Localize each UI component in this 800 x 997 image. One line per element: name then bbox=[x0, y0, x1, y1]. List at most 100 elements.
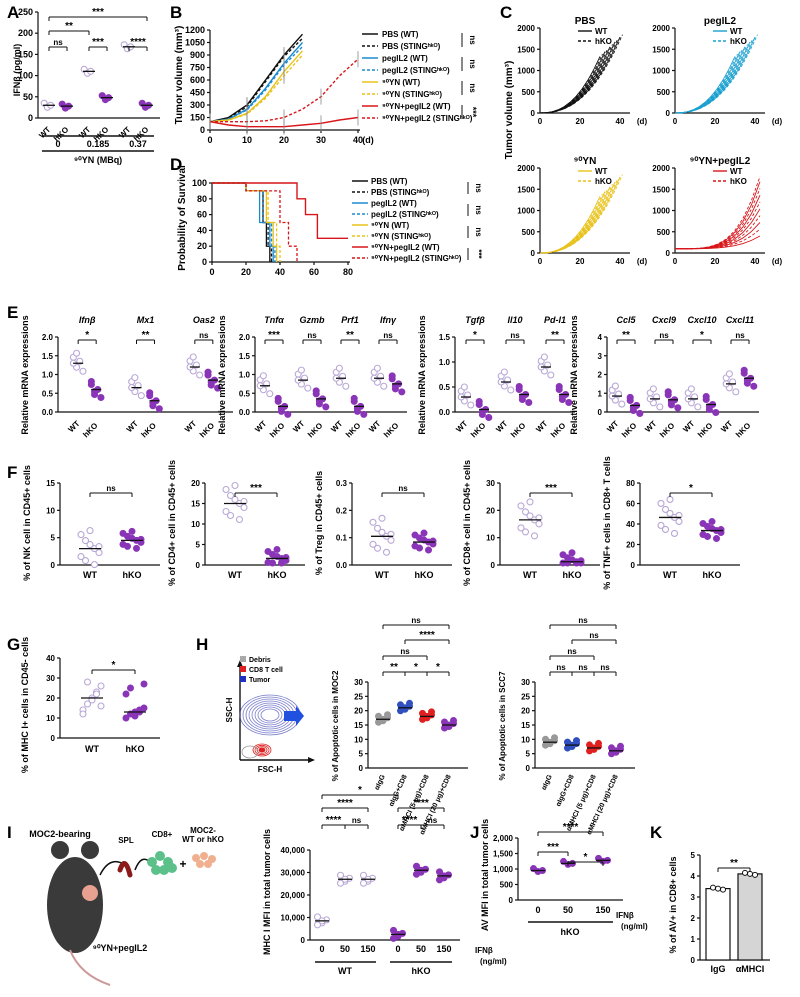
gene-label: Gzmb bbox=[299, 315, 325, 325]
y-tick-label: 0.0 bbox=[439, 408, 451, 417]
data-point bbox=[649, 385, 657, 393]
data-point bbox=[752, 871, 758, 878]
tumor-curve bbox=[674, 195, 761, 250]
legend-swatch bbox=[240, 676, 246, 682]
y-tick-label: 1500 bbox=[652, 45, 670, 54]
bar bbox=[705, 887, 731, 961]
y-tick-label: 2.0 bbox=[42, 333, 54, 342]
y-tick-label: 0.3 bbox=[336, 479, 348, 488]
legend-entry: PBS (WT) bbox=[371, 177, 408, 186]
tumor-curve bbox=[674, 208, 761, 250]
mouse-label: MOC2-bearing bbox=[29, 829, 91, 839]
data-point bbox=[656, 403, 664, 411]
y-tick-label: 0 bbox=[509, 896, 514, 905]
data-point bbox=[618, 400, 626, 408]
x-tick-label: WT bbox=[534, 419, 549, 434]
data-point bbox=[313, 921, 322, 929]
y-tick-label: 0.5 bbox=[239, 389, 251, 398]
data-point bbox=[666, 509, 674, 517]
data-point bbox=[732, 388, 740, 396]
target-label: WT or hKO bbox=[182, 835, 224, 844]
y-tick-label: 20 bbox=[626, 541, 635, 550]
sig-label: * bbox=[689, 483, 693, 494]
data-point bbox=[526, 498, 534, 506]
gene-label: Prf1 bbox=[341, 315, 359, 325]
x-tick-label: 80 bbox=[343, 267, 353, 277]
tumor-curve bbox=[539, 184, 613, 254]
x-axis-unit: (d) bbox=[637, 117, 648, 126]
y-axis-title: % of CD4+ cell in CD45+ cells bbox=[167, 460, 177, 586]
y-tick-label: 1000 bbox=[652, 207, 670, 216]
cd8-contour bbox=[256, 746, 268, 754]
y-tick-label: 5 bbox=[691, 851, 696, 860]
data-point bbox=[412, 870, 421, 878]
y-tick-label: 1000 bbox=[517, 207, 535, 216]
x-tick-label: 20 bbox=[576, 117, 585, 126]
y-tick-label: 0 bbox=[531, 249, 536, 258]
legend-entry: PBS (STINGʰᵏᴼ) bbox=[382, 42, 441, 51]
data-point bbox=[577, 557, 585, 565]
x-axis-unit: (d) bbox=[362, 135, 374, 145]
data-point bbox=[222, 507, 230, 516]
legend-entry: ⁹⁰YN+pegIL2 (STINGʰᵏᴼ) bbox=[382, 114, 473, 123]
data-point bbox=[515, 382, 523, 391]
y-tick-label: 60 bbox=[197, 210, 207, 220]
x-tick-label: hKO bbox=[703, 570, 722, 580]
data-point bbox=[717, 526, 725, 534]
data-point bbox=[313, 913, 322, 921]
y-tick-label: 1.0 bbox=[42, 371, 54, 380]
sig-label: ns bbox=[735, 331, 745, 340]
y-tick-label: 1200 bbox=[185, 25, 205, 35]
sig-label: * bbox=[85, 330, 89, 341]
data-point bbox=[380, 382, 388, 390]
data-point bbox=[526, 512, 534, 520]
y-tick-label: 0.1 bbox=[336, 534, 348, 543]
data-point bbox=[140, 680, 148, 688]
x-tick-label: 150 bbox=[595, 905, 610, 915]
legend-entry: hKO bbox=[730, 177, 747, 186]
data-point bbox=[373, 364, 381, 372]
data-point bbox=[369, 518, 377, 526]
sig-label: * bbox=[473, 330, 477, 341]
ifn-label: IFNβ bbox=[475, 946, 493, 955]
y-tick-label: 600 bbox=[190, 75, 205, 85]
sig-label: *** bbox=[468, 107, 478, 118]
y-tick-label: 15 bbox=[521, 721, 530, 730]
data-point bbox=[140, 704, 148, 712]
y-tick-label: 4 bbox=[598, 333, 603, 342]
x-tick-label: αIgG bbox=[374, 773, 387, 791]
sig-label: ns bbox=[556, 663, 566, 672]
sig-label: *** bbox=[92, 37, 104, 48]
y-tick-label: 1 bbox=[598, 389, 603, 398]
x-tick-label: hKO bbox=[198, 421, 216, 439]
x-tick-label: hKO bbox=[140, 421, 158, 439]
mouse-ear-icon bbox=[51, 841, 69, 859]
gene-label: Ifnβ bbox=[79, 315, 96, 325]
data-point bbox=[312, 387, 320, 395]
x-tick-label: hKO bbox=[382, 421, 400, 439]
y-tick-label: 5 bbox=[359, 750, 364, 759]
data-point bbox=[155, 405, 163, 413]
data-point bbox=[124, 542, 131, 550]
data-point bbox=[231, 481, 239, 490]
sig-label: *** bbox=[545, 483, 557, 494]
y-tick-label: 150 bbox=[18, 49, 33, 59]
data-point bbox=[704, 533, 711, 541]
gene-label: Oas2 bbox=[193, 315, 215, 325]
sig-label: *** bbox=[547, 842, 559, 853]
sig-label: *** bbox=[92, 7, 104, 18]
data-point bbox=[475, 397, 483, 406]
mouse-tail-icon bbox=[69, 949, 111, 986]
y-axis-title: MHC I MFI in total tumor cells bbox=[262, 829, 272, 955]
subplot-title: ⁹⁰YN+pegIL2 bbox=[690, 156, 751, 167]
x-tick-label: αIgG+CD8 bbox=[555, 774, 576, 808]
target-label: MOC2- bbox=[190, 826, 216, 835]
y-axis-title: Tumor volume (mm³) bbox=[174, 26, 185, 125]
subplot-title: pegIL2 bbox=[704, 16, 737, 27]
y-tick-label: 60 bbox=[626, 500, 635, 509]
x-tick-label: 0 bbox=[209, 267, 214, 277]
x-tick-label: WT bbox=[83, 570, 97, 580]
data-point bbox=[388, 372, 396, 380]
cd8-contour bbox=[258, 747, 266, 753]
